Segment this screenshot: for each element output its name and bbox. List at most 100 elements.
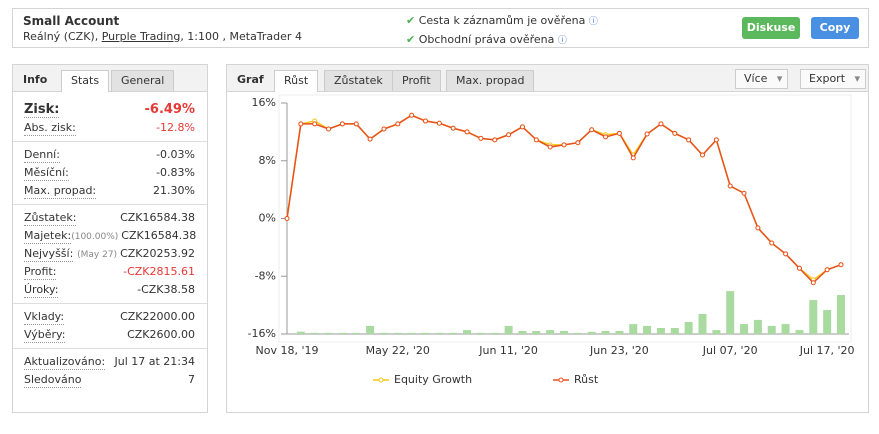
point — [741, 190, 747, 196]
stat-value: -12.8% — [156, 121, 195, 134]
tab[interactable]: Max. propad — [446, 70, 535, 91]
y-tick-label: 0% — [259, 212, 276, 225]
point — [630, 155, 636, 161]
volume-bar — [795, 330, 804, 334]
check-text: Cesta k záznamům je ověřena — [418, 14, 586, 27]
stat-label: Úroky: — [24, 283, 59, 298]
volume-bar — [643, 325, 652, 334]
stat-value-wrap: 21.30% — [153, 182, 195, 200]
stat-label: Měsíční: — [24, 166, 69, 181]
point — [686, 137, 692, 143]
stat-row: Výběry: CZK2600.00 — [13, 326, 207, 344]
stat-value-wrap: (100.00%) CZK16584.38 — [71, 227, 196, 245]
volume-bar — [656, 327, 665, 334]
stat-row: Aktualizováno: Jul 17 at 21:34 — [13, 353, 207, 371]
volume-bar — [823, 309, 832, 334]
tab[interactable]: Zůstatek — [324, 70, 393, 91]
point — [478, 135, 484, 141]
volume-bar — [435, 332, 444, 334]
stat-value-wrap: -12.8% — [156, 119, 195, 137]
stat-value: -CZK2815.61 — [123, 265, 195, 278]
tab[interactable]: Stats — [61, 70, 110, 92]
subtitle-text: , 1:100 , MetaTrader 4 — [180, 30, 302, 43]
stat-label: Zůstatek: — [24, 211, 77, 226]
volume-bar — [449, 332, 458, 334]
stat-label: Nejvyšší: — [24, 247, 74, 262]
tab[interactable]: Růst — [274, 70, 319, 92]
volume-bar — [407, 332, 416, 334]
point — [381, 126, 387, 132]
stat-value-wrap: CZK2600.00 — [127, 326, 195, 344]
stat-group: Aktualizováno: Jul 17 at 21:34 Sledováno 7 — [13, 348, 207, 393]
point — [755, 225, 761, 231]
point — [506, 132, 512, 138]
stat-value-wrap: -CZK38.58 — [137, 281, 195, 299]
volume-bar — [490, 332, 499, 334]
stat-value: -6.49% — [144, 102, 196, 117]
account-title: Small Account — [23, 14, 120, 28]
point — [395, 121, 401, 127]
more-menu[interactable]: Více ▾ — [735, 69, 789, 89]
volume-bar — [698, 313, 707, 334]
check: ✔ Cesta k záznamům je ověřena ⓘ — [406, 14, 598, 27]
volume-bar — [504, 325, 513, 334]
export-menu[interactable]: Export ▾ — [800, 69, 867, 89]
stat-value: CZK20253.92 — [120, 247, 195, 260]
volume-bar — [393, 332, 402, 334]
stat-row: Majetek: (100.00%) CZK16584.38 — [13, 227, 207, 245]
point — [492, 137, 498, 143]
point — [423, 118, 428, 124]
point — [658, 121, 664, 127]
x-tick-label: Jun 23, '20 — [589, 344, 649, 357]
point — [409, 112, 415, 118]
stat-label: Max. propad: — [24, 184, 97, 199]
volume-bar — [726, 291, 735, 334]
stat-value-wrap: Jul 17 at 21:34 — [114, 353, 195, 371]
volume-bar — [573, 332, 582, 334]
stat-label: Sledováno — [24, 373, 82, 388]
stat-label: Profit: — [24, 265, 57, 280]
point — [838, 262, 844, 268]
discussion-button[interactable]: Diskuse — [742, 17, 800, 39]
point — [533, 137, 539, 143]
stat-note: (May 27) — [77, 250, 118, 260]
volume-bar — [615, 330, 624, 334]
stats: Zisk: -6.49% Abs. zisk: -12.8% Denní: -0.03% M… — [13, 97, 207, 393]
point — [464, 129, 470, 135]
volume-bar — [366, 325, 375, 334]
check-text: Obchodní práva ověřena — [418, 33, 555, 46]
stat-value: 7 — [188, 373, 195, 386]
stat-label: Aktualizováno: — [24, 355, 106, 370]
stat-value: -CZK38.58 — [137, 283, 195, 296]
volume-bar — [781, 324, 790, 334]
stat-value: -0.03% — [156, 148, 195, 161]
y-tick-label: 8% — [259, 154, 276, 167]
broker-link[interactable]: Purple Trading — [101, 30, 181, 43]
tab[interactable]: General — [111, 70, 175, 91]
stat-value: Jul 17 at 21:34 — [114, 355, 195, 368]
stat-note: (100.00%) — [71, 232, 119, 242]
tab[interactable]: Profit — [392, 70, 441, 91]
volume-bar — [352, 332, 361, 334]
volume-bar — [310, 332, 319, 334]
stat-row: Denní: -0.03% — [13, 146, 207, 164]
y-tick-label: -16% — [248, 327, 276, 340]
subtitle: Reálný (CZK), Purple Trading, 1:100 , Me… — [23, 30, 302, 43]
point — [616, 130, 622, 136]
copy-button[interactable]: Copy — [811, 17, 859, 39]
x-tick-label: Jun 11, '20 — [478, 344, 538, 357]
volume-bar — [476, 332, 485, 334]
point — [644, 131, 650, 137]
x-tick-label: Jul 17, '20 — [799, 344, 855, 357]
checks: ✔ Cesta k záznamům je ověřena ⓘ ✔ Obchod… — [406, 12, 598, 50]
stat-label: Abs. zisk: — [24, 121, 76, 136]
volume-bar — [753, 319, 762, 334]
volume-bar — [560, 330, 568, 334]
point — [575, 140, 581, 146]
stat-group: Zůstatek: CZK16584.38 Majetek: (100.00%) CZK… — [13, 204, 207, 303]
point — [312, 121, 318, 127]
volume-bar — [463, 330, 472, 334]
point — [284, 216, 290, 221]
stat-row: Profit: -CZK2815.61 — [13, 263, 207, 281]
